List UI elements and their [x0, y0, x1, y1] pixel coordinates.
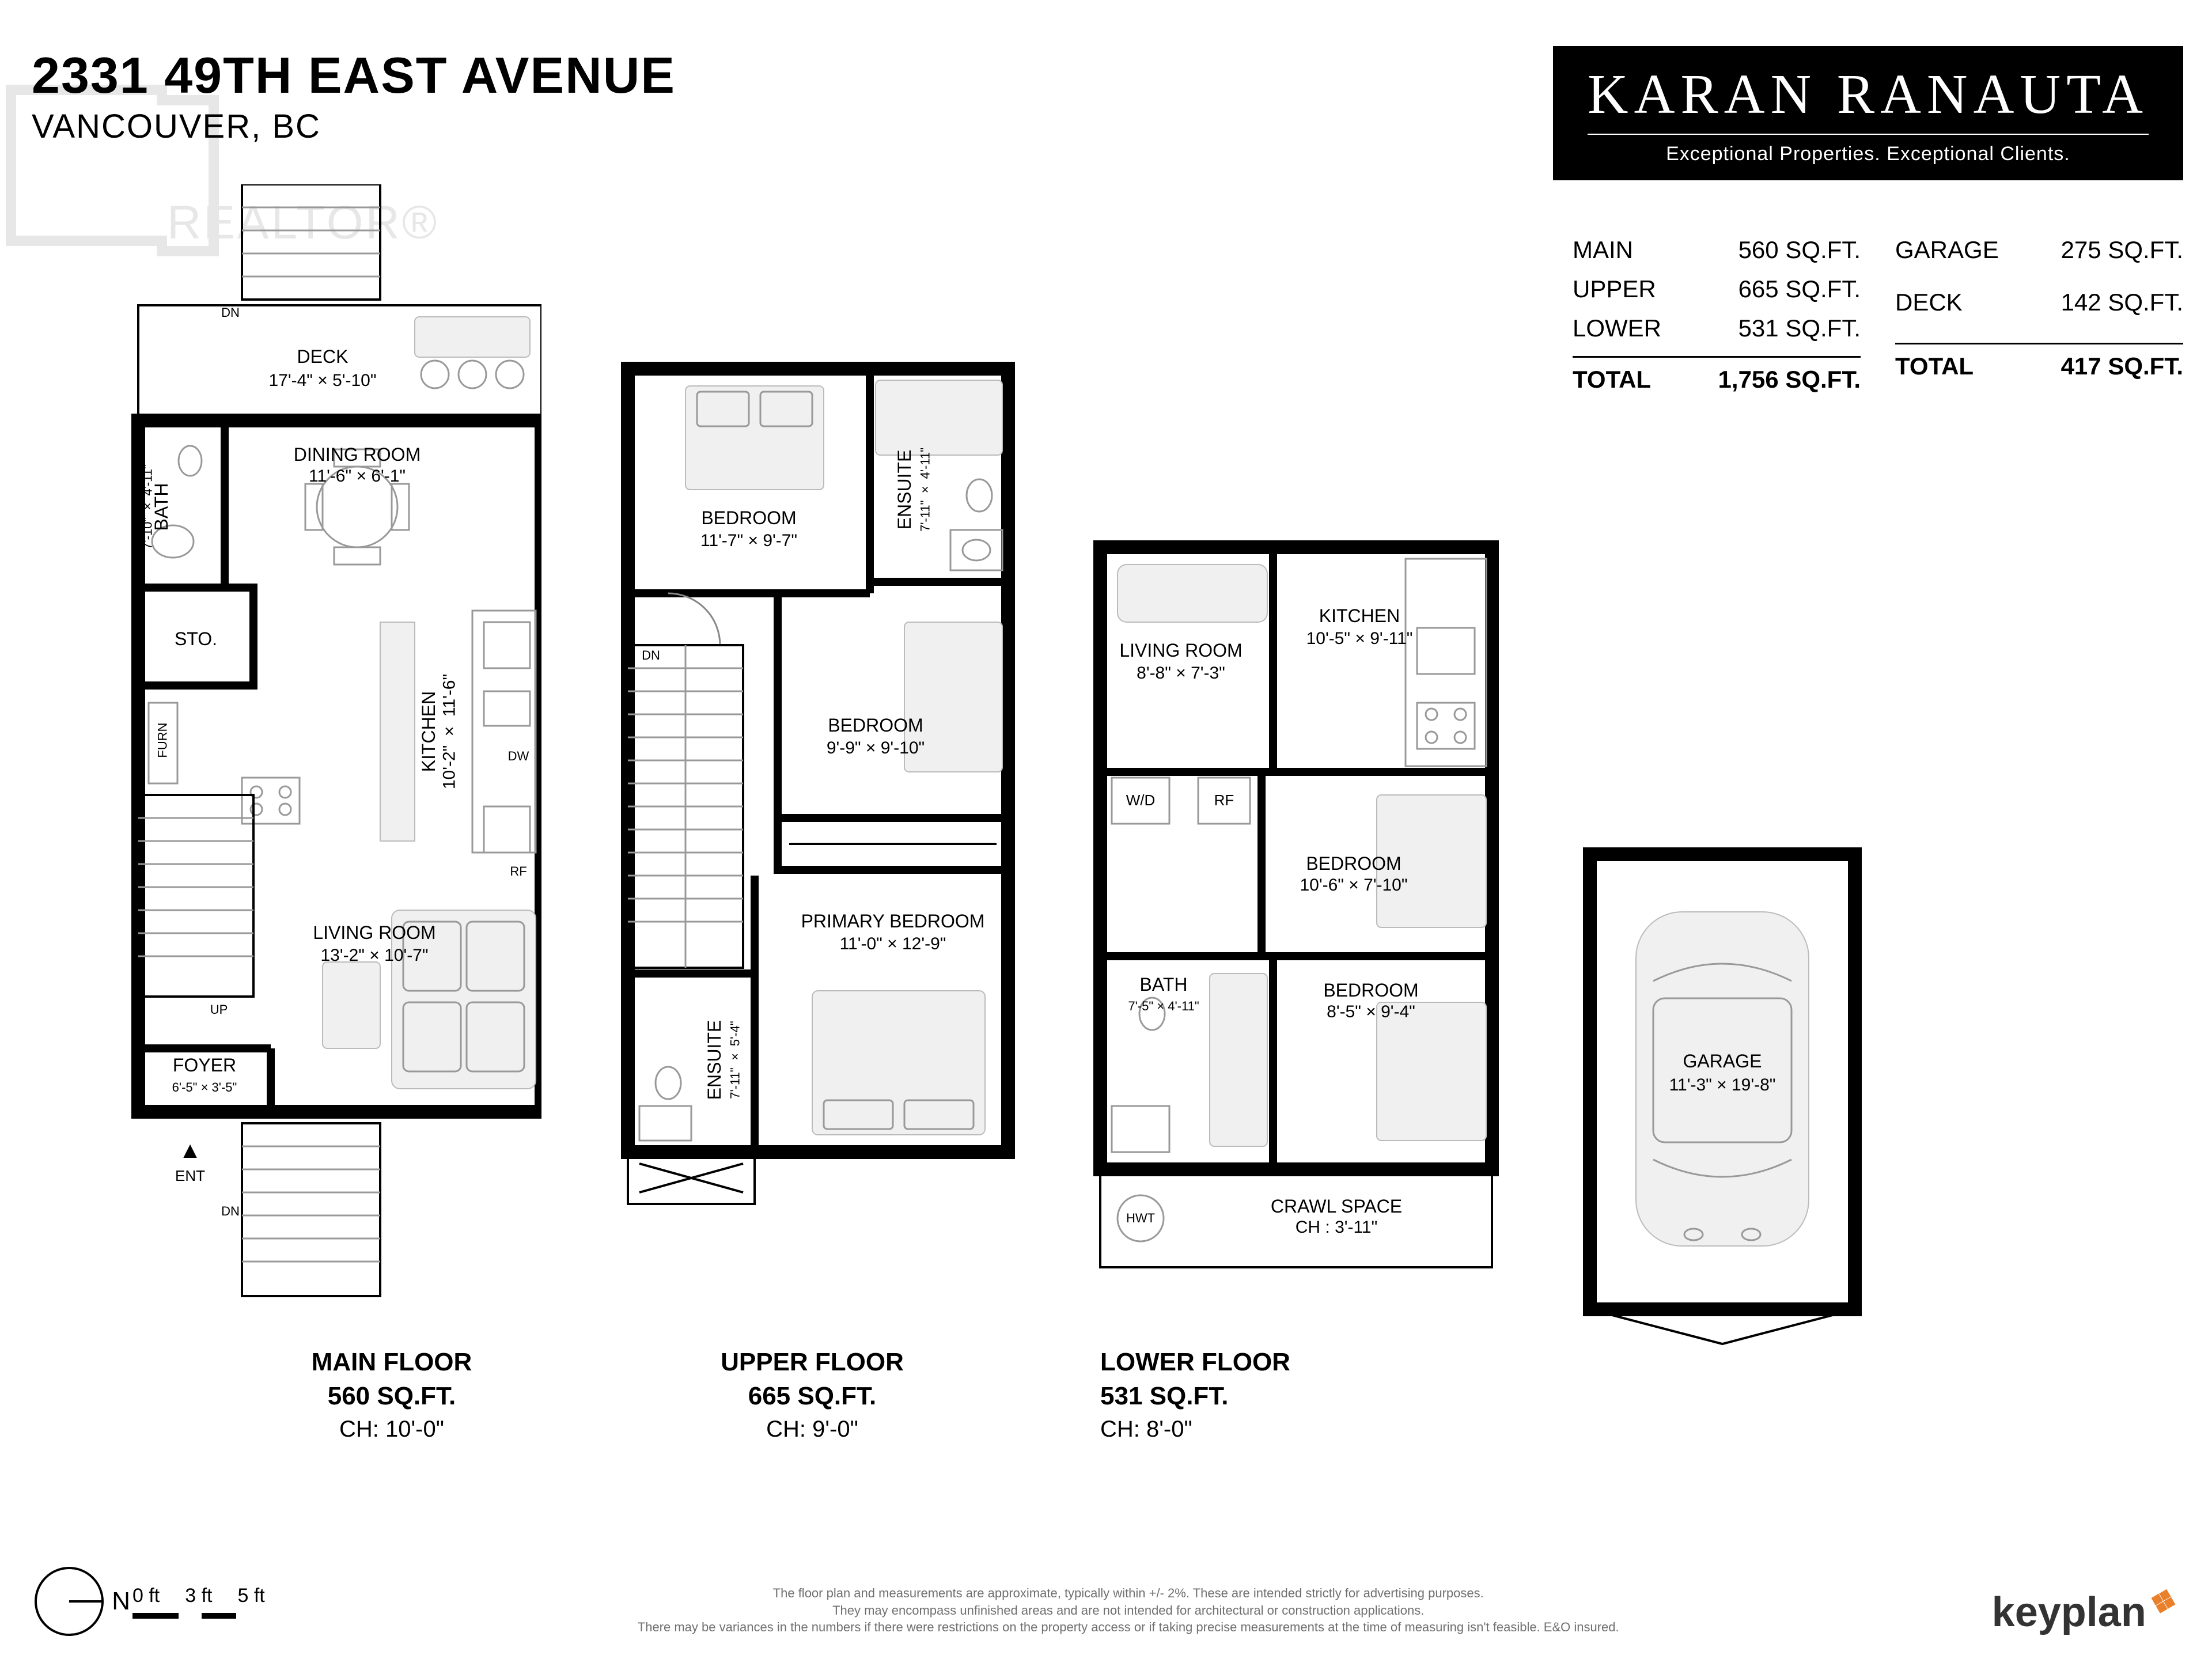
svg-text:9'-9" × 9'-10": 9'-9" × 9'-10": [827, 738, 925, 757]
main-floor-sqft: 560 SQ.FT.: [312, 1379, 472, 1413]
svg-text:▲: ▲: [179, 1138, 202, 1163]
keyplan-logo: keyplan❖: [1992, 1589, 2177, 1636]
svg-text:10'-5" × 9'-11": 10'-5" × 9'-11": [1306, 629, 1413, 648]
svg-text:13'-2" × 10'-7": 13'-2" × 10'-7": [320, 946, 428, 965]
svg-text:HWT: HWT: [1126, 1211, 1155, 1225]
svg-text:CRAWL SPACE: CRAWL SPACE: [1271, 1196, 1402, 1217]
upper-floor-ch: CH: 9'-0": [721, 1414, 904, 1445]
svg-text:RF: RF: [1214, 791, 1234, 809]
svg-text:ENSUITE: ENSUITE: [704, 1020, 725, 1100]
svg-text:7'-10" × 4'-11": 7'-10" × 4'-11": [141, 464, 155, 550]
svg-text:W/D: W/D: [1126, 791, 1156, 809]
address-block: 2331 49TH EAST AVENUE VANCOUVER, BC: [32, 46, 676, 146]
svg-text:8'-8" × 7'-3": 8'-8" × 7'-3": [1137, 664, 1225, 683]
svg-text:7'-11" × 4'-11": 7'-11" × 4'-11": [918, 448, 933, 532]
footer: N 0 ft 3 ft 5 ft The floor plan and meas…: [0, 1567, 2212, 1636]
main-floor-ch: CH: 10'-0": [312, 1414, 472, 1445]
upper-floor-name: UPPER FLOOR: [721, 1345, 904, 1379]
svg-text:11'-3" × 19'-8": 11'-3" × 19'-8": [1669, 1075, 1776, 1094]
svg-text:BATH: BATH: [1140, 974, 1188, 995]
svg-text:17'-4" × 5'-10": 17'-4" × 5'-10": [268, 371, 376, 390]
svg-text:11'-0" × 12'-9": 11'-0" × 12'-9": [840, 934, 946, 953]
svg-text:FOYER: FOYER: [173, 1055, 236, 1075]
svg-text:ENSUITE: ENSUITE: [894, 450, 915, 530]
svg-text:7'-11" × 5'-4": 7'-11" × 5'-4": [728, 1021, 743, 1099]
scale-bar: 0 ft 3 ft 5 ft: [132, 1585, 265, 1619]
svg-text:PRIMARY BEDROOM: PRIMARY BEDROOM: [801, 911, 985, 931]
lower-floor-ch: CH: 8'-0": [1100, 1414, 1290, 1445]
svg-text:GARAGE: GARAGE: [1683, 1051, 1762, 1071]
brand-name: KARAN RANAUTA: [1588, 62, 2149, 127]
svg-text:BEDROOM: BEDROOM: [1323, 980, 1418, 1001]
svg-text:DN: DN: [221, 1204, 240, 1218]
svg-text:BEDROOM: BEDROOM: [1306, 853, 1401, 874]
svg-text:7'-5" × 4'-11": 7'-5" × 4'-11": [1128, 999, 1199, 1013]
lower-floor-sqft: 531 SQ.FT.: [1100, 1379, 1290, 1413]
svg-text:RF: RF: [510, 864, 527, 878]
svg-text:FURN: FURN: [156, 722, 170, 757]
compass-scale: N 0 ft 3 ft 5 ft: [35, 1567, 265, 1636]
svg-text:STO.: STO.: [175, 628, 217, 649]
upper-floor-sqft: 665 SQ.FT.: [721, 1379, 904, 1413]
svg-text:10'-6" × 7'-10": 10'-6" × 7'-10": [1300, 876, 1407, 895]
svg-text:CH : 3'-11": CH : 3'-11": [1296, 1218, 1378, 1237]
svg-text:11'-6" × 6'-1": 11'-6" × 6'-1": [309, 467, 406, 486]
lower-floor-plan: LIVING ROOM 8'-8" × 7'-3" KITCHEN 10'-5"…: [1083, 530, 1509, 1445]
address-line2: VANCOUVER, BC: [32, 107, 676, 146]
svg-text:6'-5" × 3'-5": 6'-5" × 3'-5": [172, 1080, 237, 1094]
svg-text:11'-7" × 9'-7": 11'-7" × 9'-7": [700, 531, 797, 550]
svg-text:LIVING ROOM: LIVING ROOM: [313, 922, 435, 943]
svg-text:KITCHEN: KITCHEN: [1319, 605, 1400, 626]
address-line1: 2331 49TH EAST AVENUE: [32, 46, 676, 105]
svg-text:KITCHEN: KITCHEN: [418, 691, 439, 772]
svg-text:DN: DN: [642, 648, 660, 662]
svg-text:BEDROOM: BEDROOM: [701, 507, 796, 528]
flame-icon: ❖: [2144, 1580, 2182, 1624]
brand-tagline: Exceptional Properties. Exceptional Clie…: [1588, 134, 2149, 165]
svg-text:UP: UP: [210, 1002, 228, 1017]
svg-text:ENT: ENT: [175, 1167, 205, 1184]
upper-floor-plan: BEDROOM 11'-7" × 9'-7" ENSUITE 7'-11" × …: [605, 346, 1020, 1445]
brand-box: KARAN RANAUTA Exceptional Properties. Ex…: [1553, 46, 2183, 180]
svg-text:8'-5" × 9'-4": 8'-5" × 9'-4": [1327, 1002, 1415, 1021]
svg-text:DINING ROOM: DINING ROOM: [294, 444, 421, 465]
garage-plan: GARAGE 11'-3" × 19'-8": [1573, 837, 1872, 1358]
svg-text:BEDROOM: BEDROOM: [828, 715, 923, 736]
svg-text:DW: DW: [508, 749, 529, 763]
main-floor-plan: DN DECK 17'-4" × 5'-10" DINING ROOM 11'-…: [104, 184, 541, 1445]
svg-text:10'-2" × 11'-6": 10'-2" × 11'-6": [440, 674, 459, 789]
main-floor-name: MAIN FLOOR: [312, 1345, 472, 1379]
svg-text:DN: DN: [221, 305, 240, 320]
compass-icon: [35, 1567, 104, 1636]
svg-text:DECK: DECK: [297, 346, 349, 367]
disclaimer: The floor plan and measurements are appr…: [638, 1585, 1619, 1636]
svg-text:LIVING ROOM: LIVING ROOM: [1119, 640, 1242, 661]
lower-floor-name: LOWER FLOOR: [1100, 1345, 1290, 1379]
